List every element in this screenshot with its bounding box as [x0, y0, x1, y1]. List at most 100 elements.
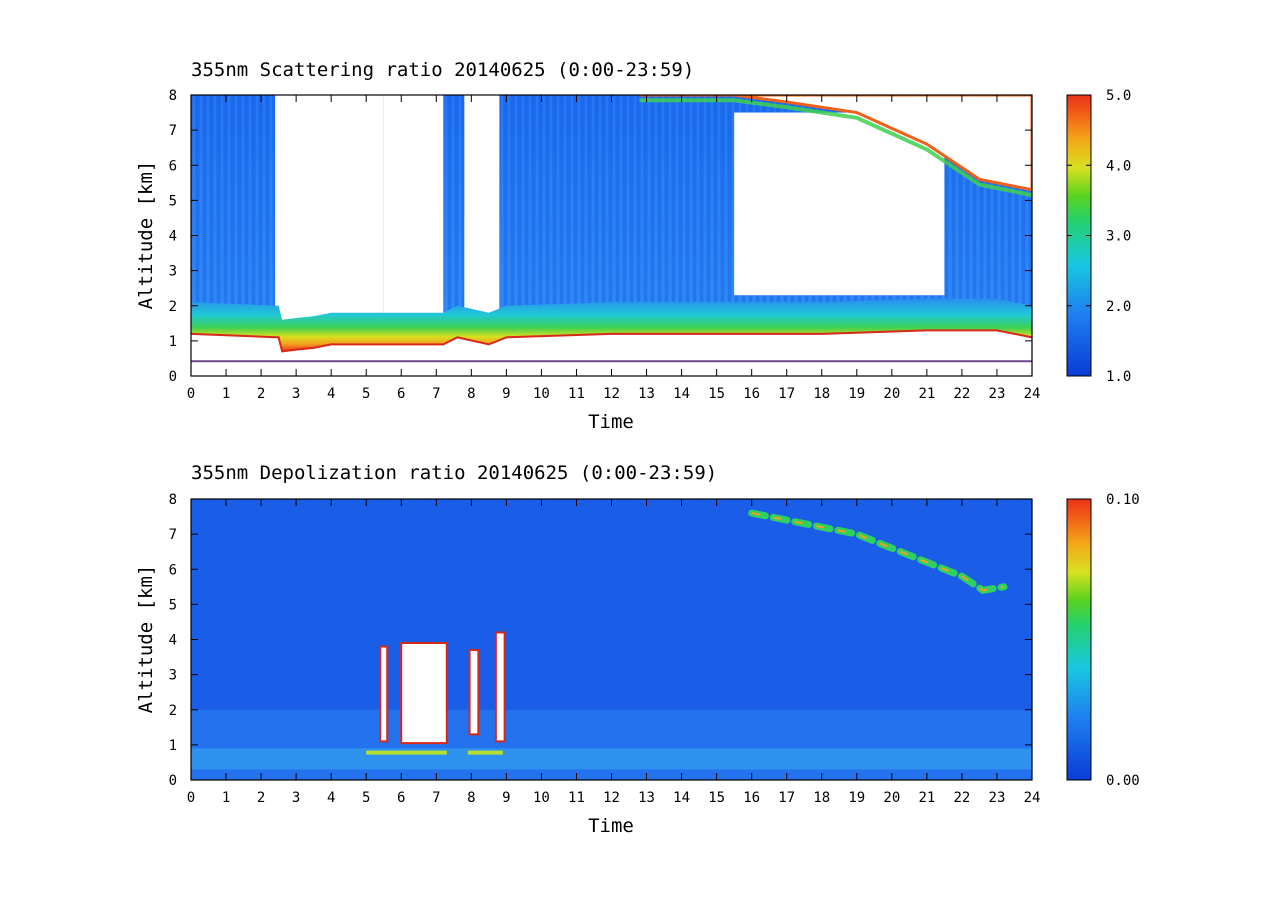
high-depol-cell	[468, 649, 480, 736]
x-tick-label: 14	[673, 790, 690, 806]
chart-title: 355nm Scattering ratio 20140625 (0:00-23…	[191, 59, 694, 81]
x-tick-label: 10	[533, 386, 550, 402]
x-tick-label: 8	[467, 386, 475, 402]
colorbar-ticks: 5.0 4.0 3.0 2.0 1.0	[1067, 88, 1131, 385]
y-tick-label: 3	[169, 668, 177, 684]
x-tick-label: 3	[292, 790, 300, 806]
y-tick-label: 6	[169, 158, 177, 174]
x-tick-label: 23	[989, 386, 1006, 402]
clear-sky-region	[275, 95, 384, 341]
x-tick-label: 5	[362, 386, 370, 402]
x-tick-label: 22	[953, 790, 970, 806]
high-depol-cell	[400, 642, 448, 745]
boundary-layer-band	[191, 298, 1032, 352]
colorbar-tick-label: 1.0	[1106, 369, 1131, 385]
colorbar-tick-label: 4.0	[1106, 158, 1131, 174]
upper-cloud-edge	[639, 98, 1032, 198]
x-tick-label: 7	[432, 386, 440, 402]
clear-sky-region	[464, 95, 500, 345]
colorbar-tick-label: 0.10	[1106, 492, 1140, 508]
y-tick-label: 1	[169, 738, 177, 754]
x-tick-label: 15	[708, 790, 725, 806]
x-tick-label: 17	[778, 386, 795, 402]
y-tick-label: 5	[169, 597, 177, 613]
scattering-ratio-panel: 355nm Scattering ratio 20140625 (0:00-23…	[135, 59, 1131, 433]
y-tick-label: 2	[169, 703, 177, 719]
x-tick-label: 16	[743, 386, 760, 402]
x-tick-label: 9	[502, 790, 510, 806]
x-axis-label: Time	[588, 815, 634, 837]
colorbar	[1066, 498, 1092, 781]
x-tick-label: 3	[292, 386, 300, 402]
colorbar-tick-label: 3.0	[1106, 229, 1131, 245]
below-boundary-layer	[191, 330, 1032, 376]
y-tick-label: 4	[169, 229, 177, 245]
x-tick-label: 12	[603, 386, 620, 402]
x-tick-label: 8	[467, 790, 475, 806]
x-tick-label: 11	[568, 790, 585, 806]
y-tick-label: 6	[169, 562, 177, 578]
x-tick-label: 0	[187, 386, 195, 402]
x-axis-label: Time	[588, 411, 634, 433]
y-tick-label: 7	[169, 123, 177, 139]
x-tick-label: 14	[673, 386, 690, 402]
x-tick-label: 12	[603, 790, 620, 806]
y-tick-label: 5	[169, 193, 177, 209]
depolarization-ratio-heatmap	[191, 499, 1032, 780]
x-tick-label: 4	[327, 386, 335, 402]
clear-sky-region	[383, 95, 444, 345]
x-tick-label: 0	[187, 790, 195, 806]
depolarization-ratio-panel: 355nm Depolization ratio 20140625 (0:00-…	[135, 462, 1140, 837]
y-tick-label: 8	[169, 88, 177, 104]
x-tick-label: 6	[397, 790, 405, 806]
x-tick-label: 4	[327, 790, 335, 806]
x-tick-label: 18	[813, 386, 830, 402]
x-tick-label: 13	[638, 386, 655, 402]
x-tick-label: 15	[708, 386, 725, 402]
colorbar-tick-label: 0.00	[1106, 773, 1140, 789]
boundary-layer-top	[191, 329, 1032, 353]
axes: 0 1 2 3 4 5 6 7 8 9 10 11 12 13 14 15 16 17 18 19 20 21 22 23 24…	[169, 492, 1041, 806]
colorbar-tick-label: 2.0	[1106, 299, 1131, 315]
x-tick-label: 9	[502, 386, 510, 402]
y-tick-label: 4	[169, 633, 177, 649]
y-tick-label: 0	[169, 773, 177, 789]
x-tick-label: 6	[397, 386, 405, 402]
x-tick-label: 20	[883, 386, 900, 402]
x-tick-label: 7	[432, 790, 440, 806]
y-tick-label: 2	[169, 299, 177, 315]
x-tick-label: 19	[848, 386, 865, 402]
x-tick-label: 1	[222, 790, 230, 806]
scattering-ratio-heatmap	[191, 95, 1032, 376]
x-tick-label: 22	[953, 386, 970, 402]
x-tick-label: 11	[568, 386, 585, 402]
near-ground-layer	[191, 748, 1032, 770]
high-depol-cell	[379, 645, 389, 743]
x-tick-label: 24	[1024, 790, 1041, 806]
x-tick-label: 18	[813, 790, 830, 806]
x-tick-label: 16	[743, 790, 760, 806]
y-tick-label: 3	[169, 264, 177, 280]
x-tick-label: 21	[918, 790, 935, 806]
x-tick-label: 1	[222, 386, 230, 402]
y-axis-label: Altitude [km]	[135, 565, 157, 714]
x-tick-label: 13	[638, 790, 655, 806]
y-axis-label: Altitude [km]	[135, 161, 157, 310]
chart-title: 355nm Depolization ratio 20140625 (0:00-…	[191, 462, 717, 484]
cirrus-depol-core	[751, 512, 1005, 592]
axes: 0 1 2 3 4 5 6 7 8 9 10 11 12 13 14 15 16 17 18 19 20 21 22 23 24…	[169, 88, 1041, 402]
x-tick-label: 17	[778, 790, 795, 806]
high-depol-cell	[494, 631, 506, 743]
x-tick-label: 23	[989, 790, 1006, 806]
y-tick-label: 7	[169, 527, 177, 543]
x-tick-label: 10	[533, 790, 550, 806]
y-tick-label: 0	[169, 369, 177, 385]
x-tick-label: 21	[918, 386, 935, 402]
clear-sky-region	[734, 112, 945, 296]
x-tick-label: 2	[257, 386, 265, 402]
colorbar-ticks: 0.10 0.00	[1067, 492, 1140, 789]
x-tick-label: 24	[1024, 386, 1041, 402]
x-tick-label: 2	[257, 790, 265, 806]
colorbar-tick-label: 5.0	[1106, 88, 1131, 104]
